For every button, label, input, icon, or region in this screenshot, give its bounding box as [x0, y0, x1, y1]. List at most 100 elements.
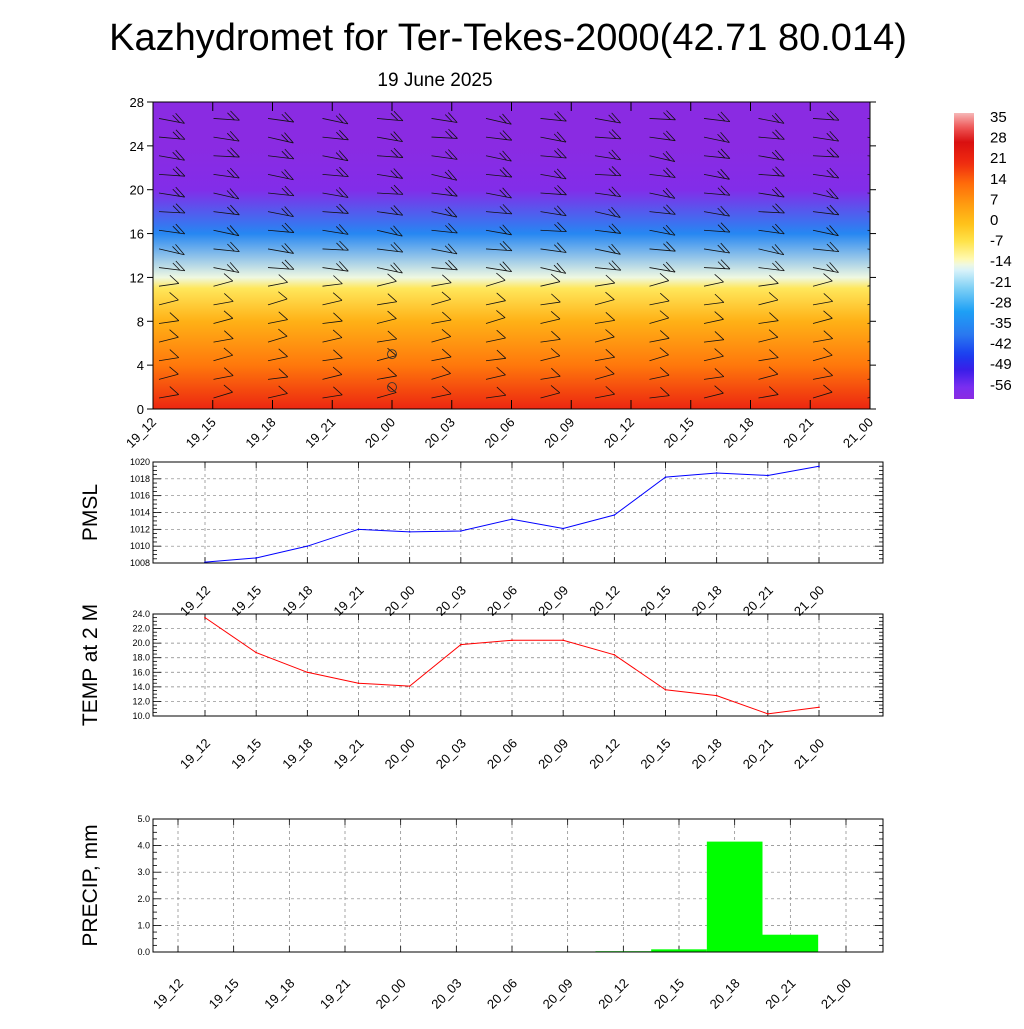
wind-barb-flag: [611, 243, 621, 255]
wind-barb-shaft: [431, 136, 458, 139]
wind-barb-flag: [878, 386, 887, 394]
wind-barb-flag: [605, 366, 615, 375]
wind-barb-shaft: [376, 267, 403, 274]
colorbar-label: 7: [990, 191, 998, 208]
wind-barb-flag: [769, 349, 779, 358]
wind-barb-flag: [714, 368, 725, 377]
wind-barb-flag: [878, 369, 887, 377]
wind-barb-flag: [502, 241, 513, 252]
wind-barb-shaft: [594, 267, 621, 271]
wind-barb-shaft: [485, 279, 506, 287]
wind-barb-shaft: [703, 173, 730, 180]
wind-barb-flag: [551, 330, 561, 340]
wind-barb-flag: [556, 131, 567, 143]
wind-barb-flag: [172, 225, 181, 234]
wind-barb-flag: [605, 329, 615, 338]
x-tick-label: 19_18: [279, 736, 315, 772]
wind-barb-shaft: [594, 229, 621, 234]
wind-barb-shaft: [758, 211, 785, 214]
wind-barb-flag: [772, 225, 780, 234]
wind-barb-flag: [444, 171, 453, 180]
wind-barb-flag: [284, 148, 295, 160]
wind-barb-flag: [227, 112, 235, 121]
wind-barb-flag: [226, 264, 235, 272]
panel-frame: [152, 818, 884, 953]
wind-barb-flag: [605, 349, 615, 358]
series-point: [562, 527, 564, 530]
wind-barb-shaft: [703, 281, 724, 287]
wind-barb-flag: [496, 272, 506, 281]
wind-barb-flag: [226, 132, 235, 141]
wind-barb-shaft: [703, 136, 730, 143]
x-tick-label: 20_18: [689, 736, 725, 772]
wind-barb-shaft: [594, 248, 621, 255]
wind-barb-flag: [335, 189, 344, 197]
wind-barb-flag: [502, 224, 512, 236]
wind-barb-shaft: [485, 357, 506, 362]
x-tick-label: 19_12: [177, 583, 213, 619]
wind-barb-shaft: [213, 211, 240, 216]
series-point: [357, 528, 360, 531]
wind-barb-flag: [608, 262, 617, 271]
colorbar-label: 21: [990, 150, 1007, 167]
wind-barb-shaft: [540, 211, 567, 217]
wind-barb-flag: [775, 223, 785, 235]
wind-barb-shaft: [540, 155, 567, 159]
wind-barb-flag: [557, 111, 567, 122]
wind-barb-shaft: [703, 211, 730, 217]
wind-barb-flag: [284, 243, 294, 254]
y-tick-label: 3.0: [137, 867, 150, 877]
heatmap-x-tick-label: 20_18: [720, 415, 756, 451]
wind-barb-flag: [823, 347, 833, 356]
wind-barb-shaft: [758, 136, 785, 140]
x-tick-label: 20_09: [535, 583, 571, 619]
x-tick-label: 20_18: [707, 976, 743, 1012]
series-point: [664, 688, 667, 691]
y-tick-label: 1018: [130, 474, 150, 484]
wind-barb-shaft: [649, 173, 676, 178]
wind-barb-flag: [550, 348, 561, 357]
wind-barb-shaft: [213, 338, 234, 343]
colorbar-label: -35: [990, 315, 1012, 332]
wind-barb-shaft: [758, 299, 779, 306]
wind-barb-flag: [278, 385, 288, 394]
wind-barb-flag: [557, 222, 567, 232]
wind-barb-shaft: [267, 136, 294, 144]
wind-barb-flag: [230, 147, 240, 158]
wind-barb-flag: [605, 291, 615, 300]
heatmap-x-tick-label: 19_18: [242, 415, 278, 451]
wind-barb-flag: [665, 261, 676, 273]
wind-barb-shaft: [431, 211, 458, 218]
wind-barb-flag: [557, 185, 567, 196]
wind-barb-flag: [666, 110, 676, 121]
wind-barb-shaft: [812, 391, 833, 399]
heatmap-x-tick-label: 20_21: [780, 415, 816, 451]
wind-barb-flag: [281, 261, 290, 270]
x-tick-label: 20_15: [637, 736, 673, 772]
wind-barb-flag: [223, 347, 233, 356]
wind-barb-flag: [663, 132, 671, 141]
x-tick-label: 20_00: [382, 583, 418, 619]
wind-barb-flag: [881, 262, 888, 269]
wind-barb-flag: [387, 367, 397, 377]
wind-barb-shaft: [376, 318, 397, 324]
heatmap-y-tick-label: 0: [137, 402, 144, 417]
wind-barb-shaft: [812, 300, 833, 306]
wind-barb-flag: [611, 166, 622, 177]
wind-barb-flag: [829, 147, 840, 158]
wind-barb-flag: [772, 262, 780, 271]
heatmap-y-tick-label: 28: [130, 95, 144, 110]
wind-barb-flag: [278, 368, 289, 378]
x-tick-label: 19_12: [150, 976, 186, 1012]
colorbar: 35 28 21 14 7 0 -7 -14 -21 -28 -35 -42 -49 -56: [954, 109, 1012, 399]
wind-barb-shaft: [812, 155, 839, 158]
wind-barb-flag: [774, 244, 785, 256]
wind-barb-shaft: [158, 320, 179, 324]
y-tick-label: 10.0: [132, 711, 150, 721]
wind-barb-shaft: [758, 192, 785, 198]
wind-barb-flag: [608, 188, 617, 197]
wind-barb-flag: [333, 312, 343, 322]
wind-barb-flag: [881, 225, 888, 232]
wind-barb-shaft: [322, 248, 349, 251]
wind-barb-shaft: [158, 118, 185, 124]
